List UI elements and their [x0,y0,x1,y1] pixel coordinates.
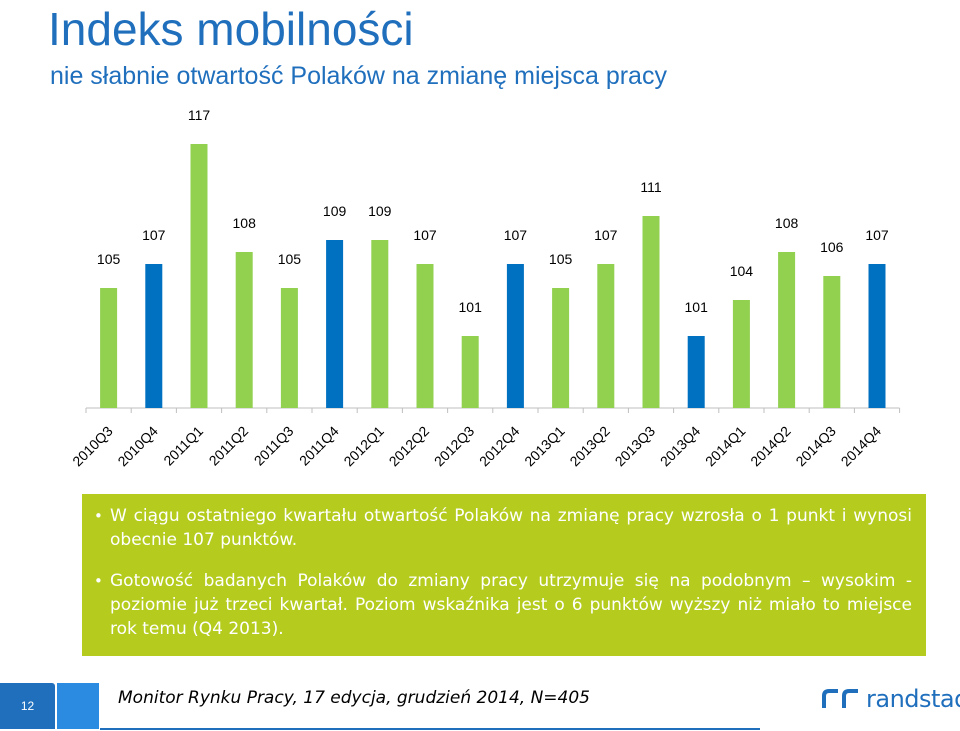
category-label-2013Q1: 2013Q1 [521,423,568,470]
data-label-2014Q2: 108 [775,215,799,231]
data-label-2014Q4: 107 [865,227,889,243]
bar-2013Q1 [552,288,570,408]
bar-2012Q1 [371,240,389,408]
data-label-2014Q3: 106 [820,239,844,255]
category-label-2013Q2: 2013Q2 [566,423,613,470]
mobility-index-bar-chart: 105 2010Q3 107 2010Q4 117 2011Q1 108 2011Q2 105 2… [69,107,901,470]
summary-bullet-1-text: W ciągu ostatniego kwartału otwartość Po… [110,506,912,550]
category-label-2014Q2: 2014Q2 [747,423,794,470]
bar-2014Q4 [868,264,886,408]
data-label-2011Q2: 108 [233,215,257,231]
bar-2014Q1 [732,300,750,408]
randstad-logo-text: randstad [866,685,960,713]
category-label-2014Q3: 2014Q3 [792,423,839,470]
category-label-2010Q4: 2010Q4 [114,423,161,470]
bar-2013Q4 [687,336,705,408]
data-label-2013Q1: 105 [549,251,573,267]
category-label-2014Q1: 2014Q1 [702,423,749,470]
category-label-2012Q3: 2012Q3 [431,423,478,470]
data-label-2012Q2: 107 [413,227,437,243]
data-label-2012Q4: 107 [504,227,528,243]
bar-2011Q2 [235,252,253,408]
bar-2011Q1 [190,144,208,408]
page-subtitle: nie słabnie otwartość Polaków na zmianę … [50,62,667,90]
data-label-2013Q2: 107 [594,227,618,243]
page-number-box: 12 [0,683,55,729]
category-label-2014Q4: 2014Q4 [838,423,885,470]
bar-2011Q4 [326,240,344,408]
bar-2013Q3 [642,216,660,408]
bar-2012Q3 [461,336,479,408]
category-label-2012Q1: 2012Q1 [340,423,387,470]
category-label-2011Q4: 2011Q4 [296,423,342,469]
bar-2012Q4 [506,264,524,408]
bar-2014Q3 [823,276,841,408]
summary-bullet-2-text: Gotowość badanych Polaków do zmiany prac… [110,571,912,639]
data-label-2011Q3: 105 [278,251,302,267]
bullet-dot: • [94,572,103,590]
data-label-2011Q1: 117 [188,107,211,123]
summary-bullet-1: • W ciągu ostatniego kwartału otwartość … [94,504,912,552]
category-label-2012Q4: 2012Q4 [476,423,523,470]
page-number: 12 [20,699,35,713]
data-label-2012Q1: 109 [368,203,392,219]
bar-2010Q3 [100,288,118,408]
data-label-2012Q3: 101 [459,299,483,315]
summary-panel: • W ciągu ostatniego kwartału otwartość … [82,494,926,656]
summary-bullet-2: • Gotowość badanych Polaków do zmiany pr… [94,569,912,641]
data-label-2013Q3: 111 [640,179,661,195]
bar-2010Q4 [145,264,163,408]
data-label-2014Q1: 104 [730,263,754,279]
randstad-logo-icon [822,689,858,708]
bar-2011Q3 [280,288,298,408]
category-label-2012Q2: 2012Q2 [386,423,433,470]
data-label-2010Q4: 107 [142,227,166,243]
category-label-2011Q1: 2011Q1 [160,423,206,469]
bar-2013Q2 [597,264,615,408]
randstad-logo: randstad [822,684,960,714]
category-label-2011Q3: 2011Q3 [251,423,297,469]
category-label-2010Q3: 2010Q3 [69,423,116,470]
data-label-2010Q3: 105 [97,251,121,267]
category-label-2011Q2: 2011Q2 [206,423,252,469]
data-label-2011Q4: 109 [323,203,347,219]
footer-accent-strip [57,683,99,729]
source-note: Monitor Rynku Pracy, 17 edycja, grudzień… [118,688,590,708]
footer-divider [100,728,760,730]
bar-2012Q2 [416,264,434,408]
bar-2014Q2 [778,252,796,408]
category-label-2013Q4: 2013Q4 [657,423,704,470]
page-title: Indeks mobilności [48,3,414,55]
data-label-2013Q4: 101 [685,299,709,315]
category-label-2013Q3: 2013Q3 [612,423,659,470]
bullet-dot: • [94,507,103,525]
